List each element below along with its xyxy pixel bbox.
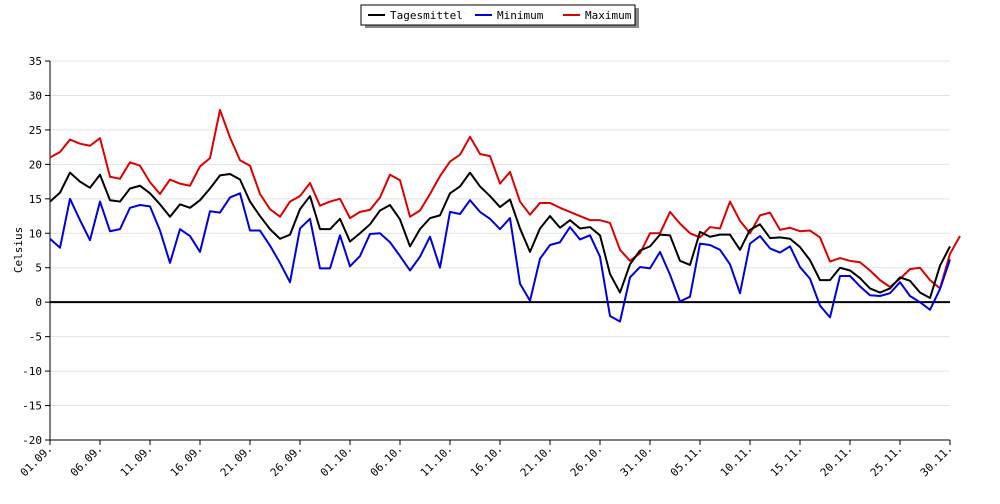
legend-label-minimum: Minimum xyxy=(497,9,544,22)
legend-label-tagesmittel: Tagesmittel xyxy=(390,9,463,22)
y-tick-label: 25 xyxy=(29,124,42,137)
y-tick-label: -10 xyxy=(22,365,42,378)
legend-label-maximum: Maximum xyxy=(585,9,632,22)
legend-box xyxy=(360,4,636,26)
y-axis-label: Celsius xyxy=(12,227,25,273)
y-tick-label: -15 xyxy=(22,400,42,413)
series-line-tagesmittel xyxy=(49,171,951,300)
y-tick-label: -20 xyxy=(22,434,42,447)
y-tick-label: 20 xyxy=(29,158,42,171)
y-tick-label: 35 xyxy=(29,55,42,68)
y-tick-label: 15 xyxy=(29,193,42,206)
series-line-minimum xyxy=(49,192,951,323)
y-tick-label: 30 xyxy=(29,89,42,102)
y-tick-label: 5 xyxy=(35,262,42,275)
y-tick-label: -5 xyxy=(29,331,42,344)
series-lines xyxy=(49,108,961,323)
y-tick-label: 10 xyxy=(29,227,42,240)
series-line-maximum xyxy=(49,108,961,290)
y-tick-label: 0 xyxy=(35,296,42,309)
legend: Tagesmittel Minimum Maximum xyxy=(360,4,639,28)
